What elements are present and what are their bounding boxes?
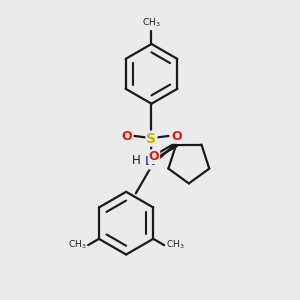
Text: O: O (148, 150, 159, 163)
Text: S: S (146, 132, 157, 146)
Text: N: N (144, 155, 156, 168)
Text: CH$_3$: CH$_3$ (166, 239, 184, 251)
Text: CH$_3$: CH$_3$ (68, 239, 86, 251)
Text: H: H (132, 154, 140, 167)
Text: O: O (171, 130, 182, 143)
Text: CH$_3$: CH$_3$ (142, 16, 161, 29)
Text: O: O (121, 130, 132, 143)
